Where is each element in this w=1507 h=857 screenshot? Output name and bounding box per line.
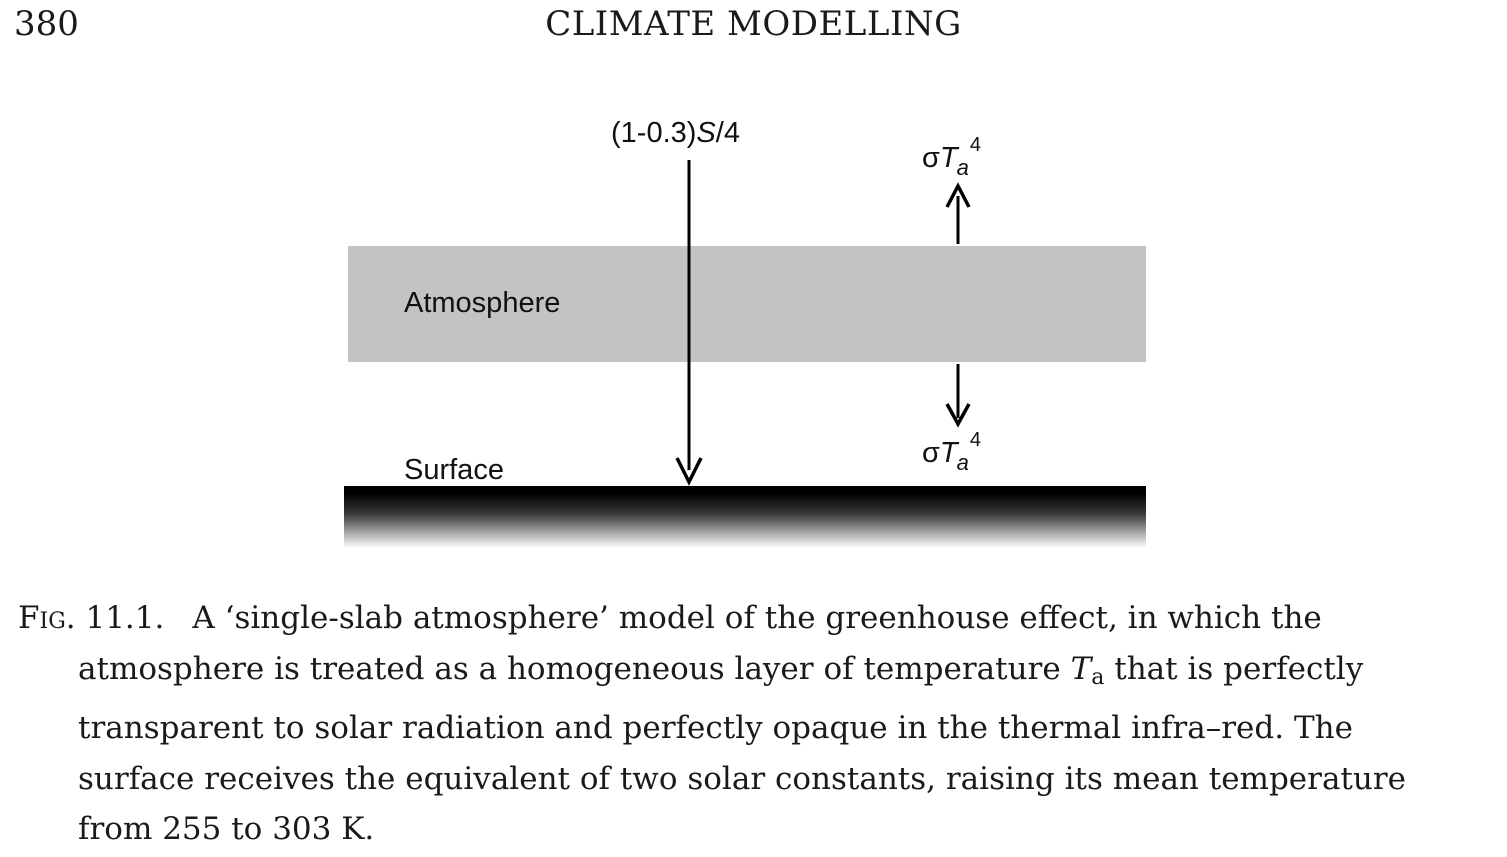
downward-flux-label: σTa4	[922, 429, 981, 475]
figure-caption: Fig. 11.1. A ‘single-slab atmosphere’ mod…	[18, 593, 1474, 855]
upward-flux-label: σTa4	[922, 134, 981, 180]
surface-label: Surface	[404, 454, 504, 486]
caption-line-5: from 255 to 303 K.	[78, 811, 375, 847]
caption-line-2: atmosphere is treated as a homogeneous l…	[78, 650, 1364, 690]
atmosphere-slab	[348, 246, 1146, 362]
outgoing-up-arrow	[945, 182, 971, 244]
back-radiation-down-arrow	[945, 364, 971, 428]
greenhouse-slab-diagram: (1-0.3)S/4 σTa4 σTa4 Atmosphere Surface	[344, 117, 1146, 548]
running-head: CLIMATE MODELLING	[545, 4, 962, 44]
incoming-solar-arrow	[675, 160, 703, 486]
surface-block	[344, 486, 1146, 548]
page-number: 380	[14, 4, 79, 44]
caption-line-3: transparent to solar radiation and perfe…	[78, 710, 1353, 746]
caption-line-1: Fig. 11.1. A ‘single-slab atmosphere’ mod…	[18, 600, 1322, 636]
incoming-flux-label: (1-0.3)S/4	[611, 117, 740, 149]
caption-line-4: surface receives the equivalent of two s…	[78, 760, 1407, 797]
figure-label: Fig. 11.1.	[18, 600, 165, 636]
atmosphere-label: Atmosphere	[404, 287, 560, 319]
